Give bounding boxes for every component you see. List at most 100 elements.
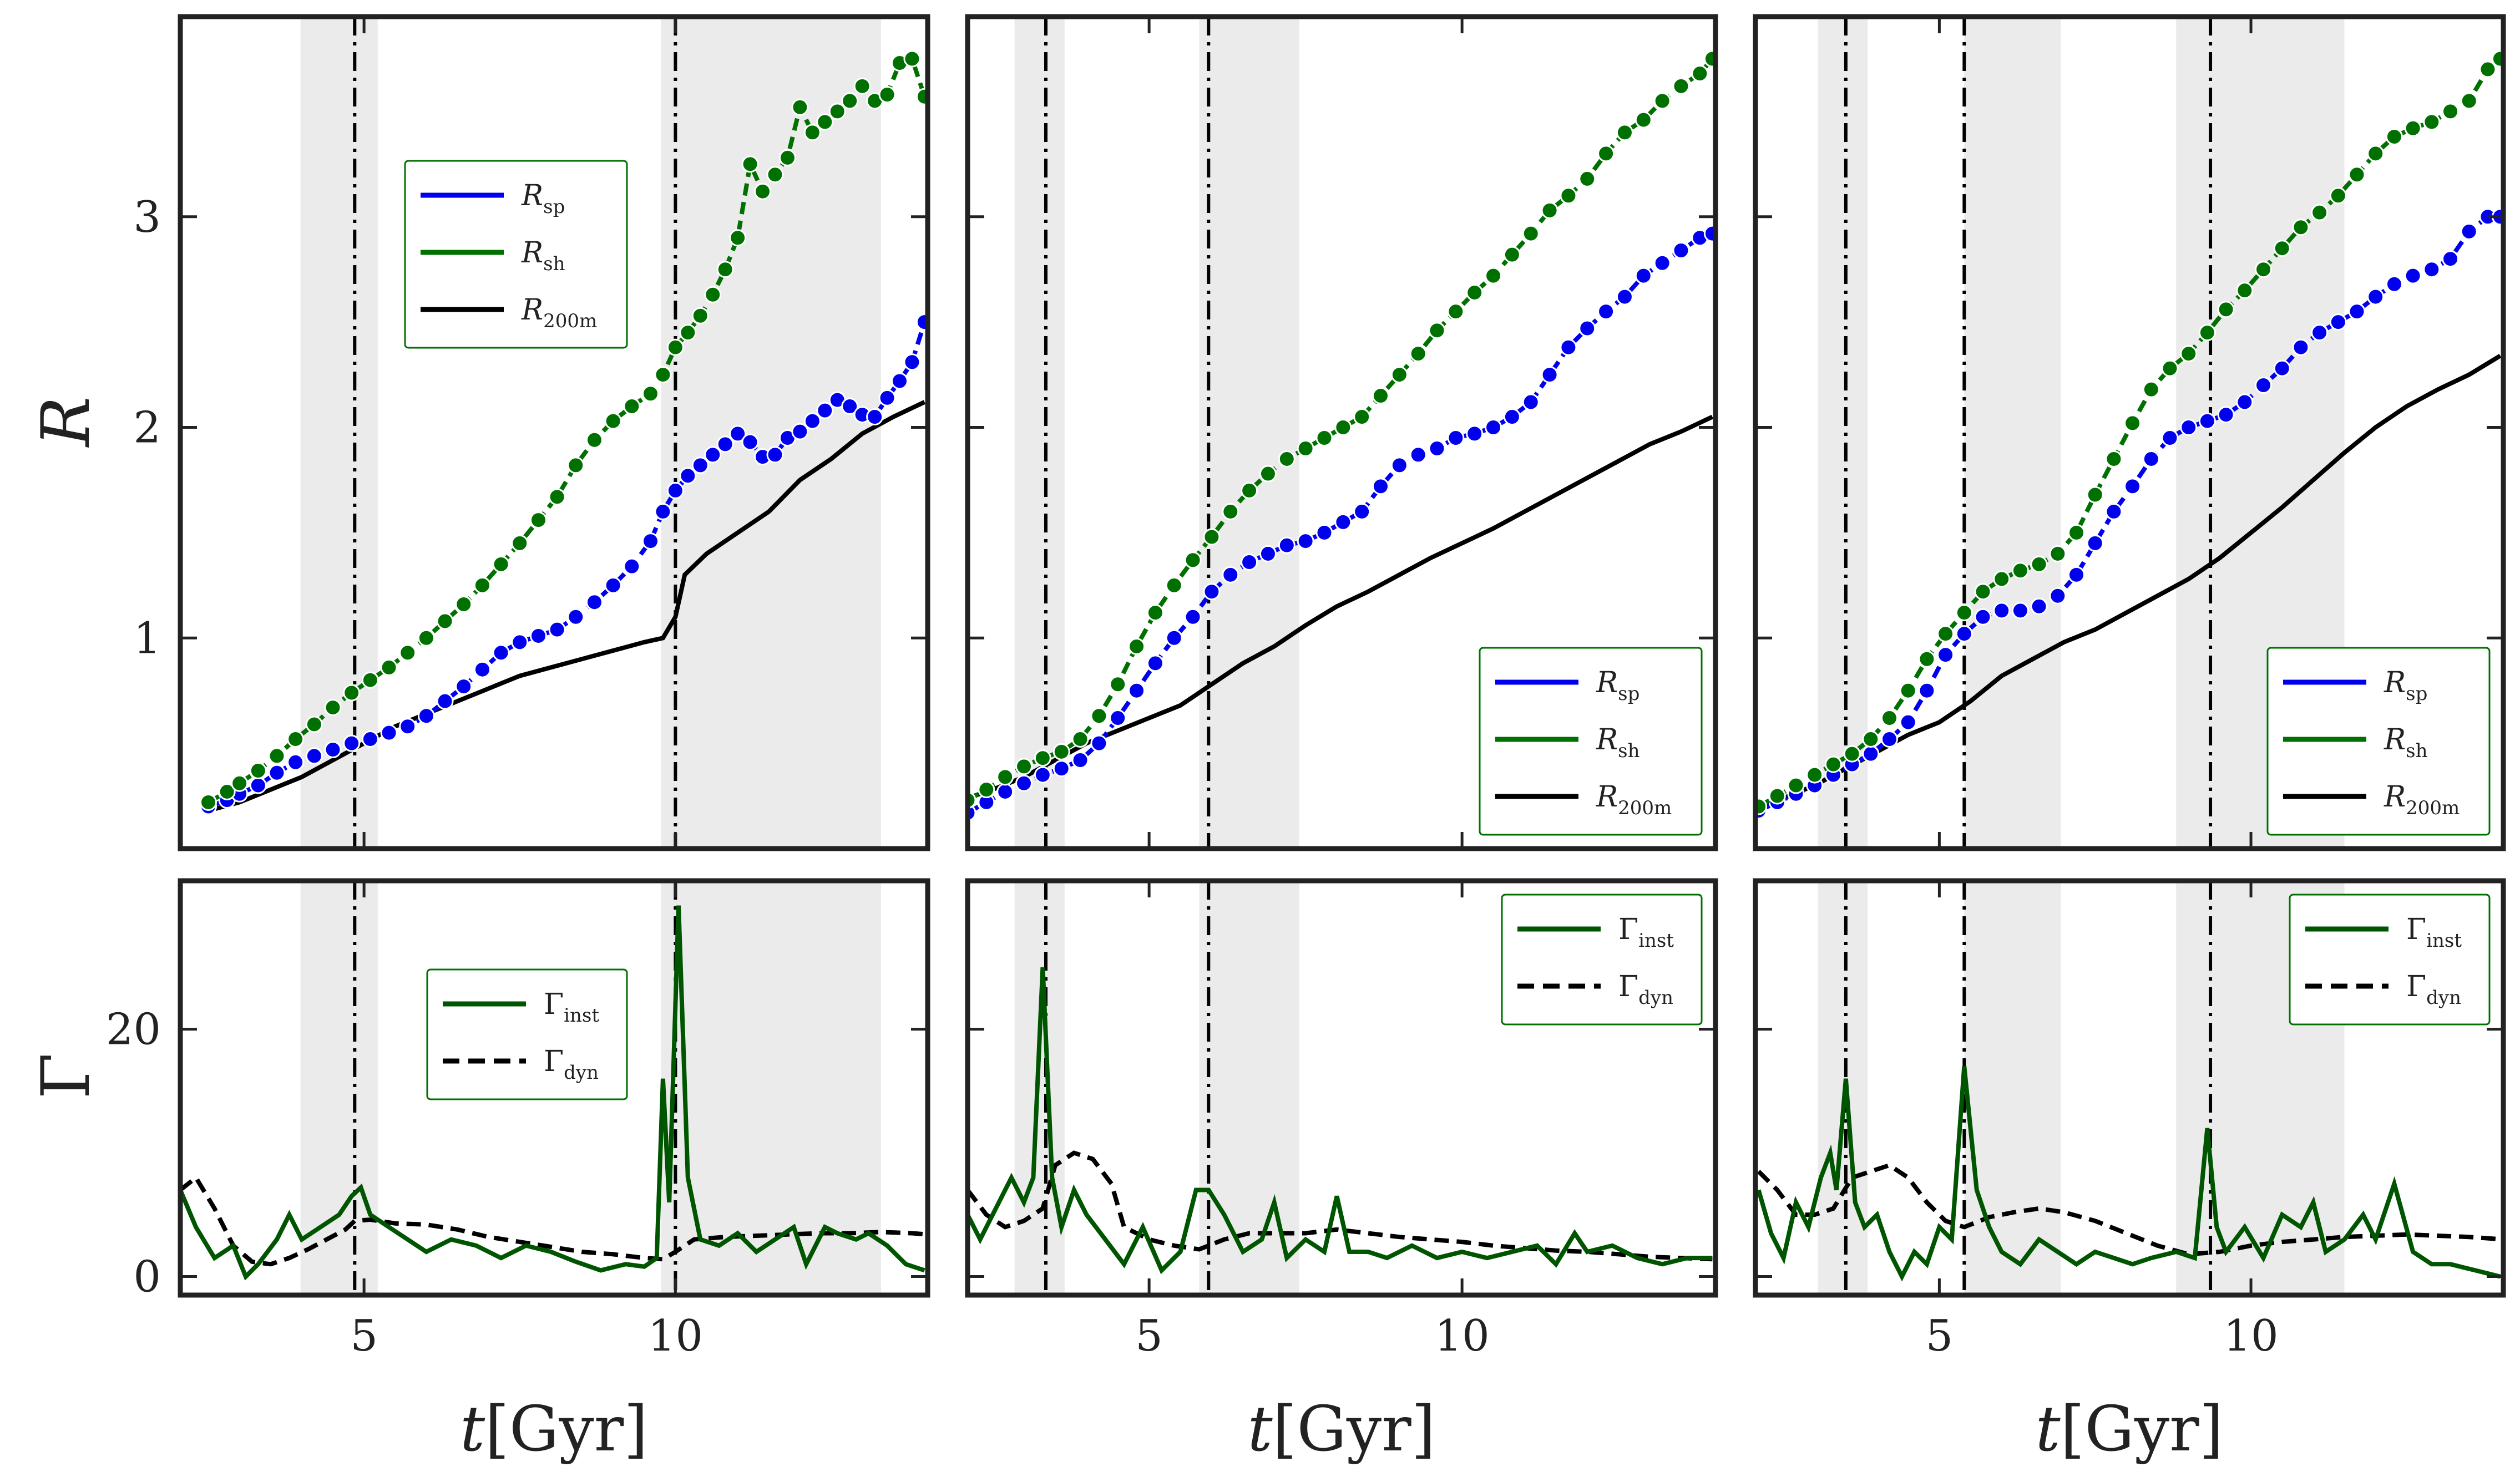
plot-area xyxy=(180,881,928,1295)
shaded-band-1 xyxy=(300,881,378,1295)
Rsp-point-29 xyxy=(691,456,709,474)
Rsp-point-11 xyxy=(1937,646,1955,664)
Rsp-point-7 xyxy=(1862,745,1880,763)
Rsh-point-28 xyxy=(679,324,697,342)
shaded-band-2 xyxy=(1199,17,1299,849)
Rsh-point-9 xyxy=(343,684,361,702)
Rsp-point-11 xyxy=(1146,654,1164,672)
panel-3-top: Rsp Rsh R200m xyxy=(1753,14,2506,851)
Rsh-point-3 xyxy=(996,768,1014,786)
Rsp-point-39 xyxy=(1672,242,1690,260)
x-tick-label-10: 10 xyxy=(648,1311,703,1361)
Rsp-point-9 xyxy=(1109,709,1127,727)
Rsp-point-14 xyxy=(1203,583,1221,601)
Rsh-point-1 xyxy=(1755,798,1768,815)
R200m-legend-sub: 200m xyxy=(2406,797,2460,819)
Rsp-point-3 xyxy=(996,783,1014,800)
Rsp-point-34 xyxy=(1578,319,1596,337)
Rsp-legend-main: R xyxy=(521,179,543,212)
Rsp-point-15 xyxy=(1222,566,1239,583)
Ginst-legend-label: Γinst xyxy=(2406,913,2462,952)
Rsh-point-38 xyxy=(1653,92,1671,110)
Rsp-legend-label: Rsp xyxy=(2384,666,2427,705)
Rsh-point-3 xyxy=(1787,776,1805,794)
Rsh-point-15 xyxy=(2011,562,2029,580)
Rsp-point-23 xyxy=(1372,478,1390,495)
Rsh-point-35 xyxy=(2385,128,2403,145)
Rsp-point-14 xyxy=(1993,602,2011,620)
Rsh-point-37 xyxy=(1635,111,1652,129)
Rsh-point-26 xyxy=(2217,301,2235,318)
R200m-legend-main: R xyxy=(521,293,543,327)
Rsh-point-38 xyxy=(2442,103,2460,120)
Rsh-point-17 xyxy=(1259,465,1277,483)
Rsp-point-34 xyxy=(2367,288,2385,306)
Rsh-point-23 xyxy=(604,412,622,430)
Rsp-point-37 xyxy=(2423,261,2441,278)
Rsh-point-34 xyxy=(1578,170,1596,187)
axes-frame xyxy=(965,878,1718,1298)
Rsp-point-12 xyxy=(1165,629,1183,647)
Rsh-point-9 xyxy=(1109,676,1127,693)
Rsp-point-24 xyxy=(623,557,641,575)
Rsh-point-39 xyxy=(816,113,834,131)
x-axis-label-unit: [Gyr] xyxy=(485,1393,648,1465)
Rsh-point-4 xyxy=(1806,766,1824,784)
Gdyn-legend-main: Γ xyxy=(2406,970,2426,1003)
Rsh-legend-main: R xyxy=(521,236,543,270)
Rsh-point-44 xyxy=(878,86,896,104)
Gdyn-legend-sub: dyn xyxy=(564,1062,599,1084)
Rsp-legend-main: R xyxy=(1596,666,1618,699)
Rsh-point-16 xyxy=(473,576,491,594)
Rsh-point-39 xyxy=(2460,92,2478,110)
R200m-legend-main: R xyxy=(2384,780,2406,814)
Rsh-legend-sub: sh xyxy=(1618,740,1639,762)
Rsh-point-20 xyxy=(2105,450,2123,468)
top-legend-frame xyxy=(2266,647,2491,836)
y-tick-label-2: 2 xyxy=(133,403,161,453)
Rsp-point-6 xyxy=(1052,760,1070,778)
Rsh-point-13 xyxy=(1974,583,1992,601)
Rsh-point-15 xyxy=(1222,503,1239,520)
Rsh-point-34 xyxy=(754,182,772,200)
y-tick-label-1: 1 xyxy=(133,613,161,663)
Rsh-point-36 xyxy=(2404,119,2422,137)
Rsh-point-15 xyxy=(455,595,473,613)
Rsp-point-21 xyxy=(567,608,585,626)
Ginst-legend-label: Γinst xyxy=(1618,913,1674,952)
Gdyn-legend-label: Γdyn xyxy=(544,1045,599,1084)
Rsp-point-25 xyxy=(1409,446,1427,464)
Rsp-point-18 xyxy=(2068,566,2086,583)
Rsh-point-30 xyxy=(704,286,722,303)
Gdyn-legend-main: Γ xyxy=(544,1045,564,1078)
Rsp-point-39 xyxy=(2460,222,2478,240)
Rsp-legend-label: Rsp xyxy=(521,179,565,218)
Rsh-point-4 xyxy=(249,762,267,779)
Rsh-point-19 xyxy=(529,511,547,529)
Rsh-point-31 xyxy=(716,261,734,278)
Rsp-point-36 xyxy=(2404,267,2422,285)
Rsp-point-15 xyxy=(455,678,473,696)
Rsp-point-41 xyxy=(841,398,859,415)
Rsh-point-18 xyxy=(511,534,529,552)
Rsh-legend-label: Rsh xyxy=(521,236,565,275)
Rsh-point-40 xyxy=(828,103,846,120)
R200m-legend-label: R200m xyxy=(2384,780,2460,819)
Rsp-point-19 xyxy=(1297,532,1314,550)
Rsp-point-47 xyxy=(915,313,928,331)
Rsh-point-7 xyxy=(1862,730,1880,748)
x-axis-label-t: t xyxy=(460,1393,485,1465)
shaded-band-2 xyxy=(1199,881,1299,1295)
Rsp-point-17 xyxy=(2049,587,2067,605)
Rsh-point-35 xyxy=(1597,145,1615,163)
Ginst-legend-sub: inst xyxy=(1638,930,1674,952)
Rsp-point-35 xyxy=(766,446,784,464)
Rsh-point-40 xyxy=(1691,65,1709,83)
plot-area xyxy=(1755,17,2503,849)
Rsh-legend-label: Rsh xyxy=(2384,723,2428,762)
Rsp-legend-sub: sp xyxy=(543,196,565,218)
shaded-band-2 xyxy=(1964,17,2061,849)
Rsp-point-21 xyxy=(1334,513,1352,531)
